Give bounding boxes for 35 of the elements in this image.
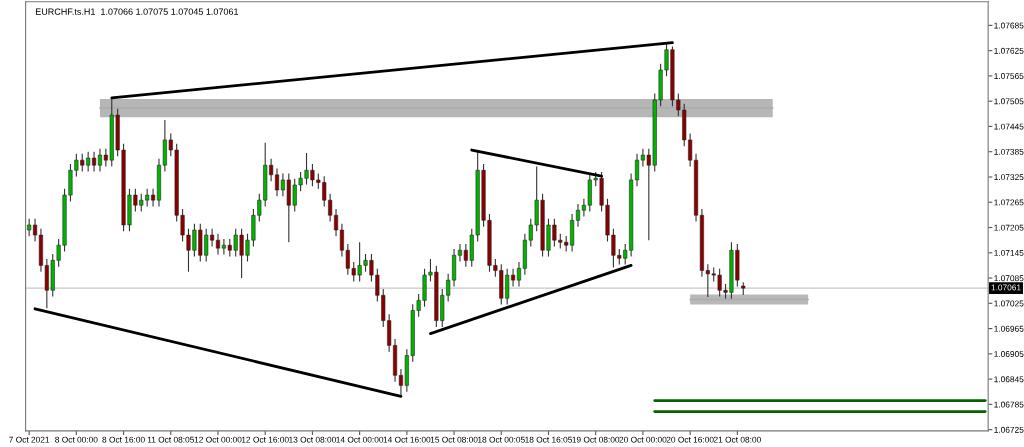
y-tick-label: 1.07025 bbox=[994, 300, 1024, 307]
x-tick-label: 19 Oct 08:00 bbox=[572, 436, 620, 443]
x-tick-label: 20 Oct 00:00 bbox=[619, 436, 667, 443]
x-tick-label: 13 Oct 08:00 bbox=[289, 436, 336, 443]
y-tick-label: 1.06905 bbox=[994, 351, 1024, 357]
y-tick-label: 1.06785 bbox=[994, 401, 1024, 408]
y-tick-label: 1.06725 bbox=[994, 426, 1024, 433]
y-tick-label: 1.07385 bbox=[994, 148, 1024, 155]
x-tick-label: 15 Oct 08:00 bbox=[430, 436, 478, 443]
x-tick-label: 8 Oct 16:00 bbox=[102, 436, 145, 443]
y-tick-label: 1.07085 bbox=[994, 275, 1024, 282]
y-tick-label: 1.07445 bbox=[994, 123, 1024, 130]
y-tick-label: 1.07505 bbox=[994, 98, 1024, 105]
y-tick-label: 1.06965 bbox=[994, 325, 1024, 332]
x-tick-label: 11 Oct 08:05 bbox=[147, 436, 194, 443]
x-tick-label: 18 Oct 00:05 bbox=[478, 436, 525, 443]
y-tick-label: 1.06845 bbox=[994, 376, 1024, 383]
x-tick-label: 18 Oct 16:05 bbox=[525, 436, 572, 443]
y-tick-label: 1.07265 bbox=[994, 199, 1024, 206]
x-tick-label: 8 Oct 00:00 bbox=[55, 436, 98, 443]
y-tick-label: 1.07145 bbox=[994, 249, 1024, 256]
x-tick-label: 14 Oct 00:00 bbox=[336, 436, 384, 443]
x-tick-label: 20 Oct 16:00 bbox=[666, 436, 714, 443]
y-tick-label: 1.07625 bbox=[994, 47, 1024, 54]
y-tick-label: 1.07565 bbox=[994, 73, 1024, 80]
x-tick-label: 21 Oct 08:00 bbox=[713, 436, 761, 443]
y-tick-label: 1.07205 bbox=[994, 224, 1024, 231]
y-tick-label: 1.07685 bbox=[994, 22, 1024, 29]
x-tick-label: 12 Oct 16:00 bbox=[241, 436, 289, 443]
y-tick-label: 1.07325 bbox=[994, 174, 1024, 181]
x-tick-label: 7 Oct 2021 bbox=[9, 436, 50, 443]
x-tick-label: 14 Oct 16:00 bbox=[383, 436, 431, 443]
ref-line-label: 1.07061 bbox=[991, 284, 1021, 291]
text: EURCHF.ts.H1 1.07066 1.07075 1.07045 1.07061 bbox=[35, 8, 239, 15]
x-tick-label: 12 Oct 00:00 bbox=[194, 436, 242, 443]
